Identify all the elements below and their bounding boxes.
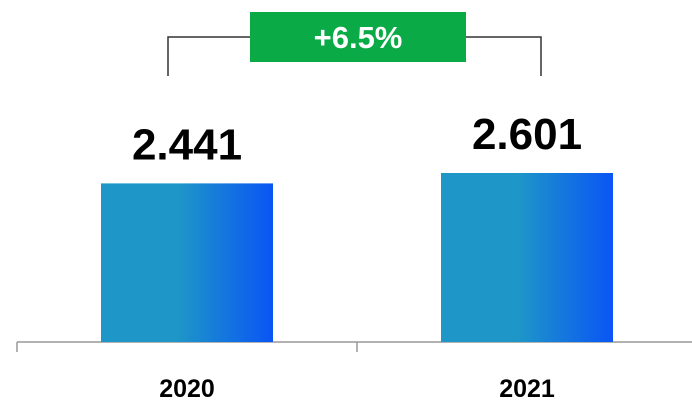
data-label-2021: 2.601 bbox=[472, 110, 582, 159]
data-label-2020: 2.441 bbox=[132, 120, 242, 169]
bar-2021 bbox=[441, 173, 613, 342]
change-label: +6.5% bbox=[314, 20, 403, 55]
change-bracket-right bbox=[466, 36, 542, 76]
change-badge bbox=[250, 12, 466, 62]
x-tick-label-2021: 2021 bbox=[499, 375, 555, 403]
bar-2020 bbox=[101, 183, 273, 342]
change-bracket-left bbox=[167, 36, 250, 76]
x-tick-label-2020: 2020 bbox=[159, 375, 215, 403]
